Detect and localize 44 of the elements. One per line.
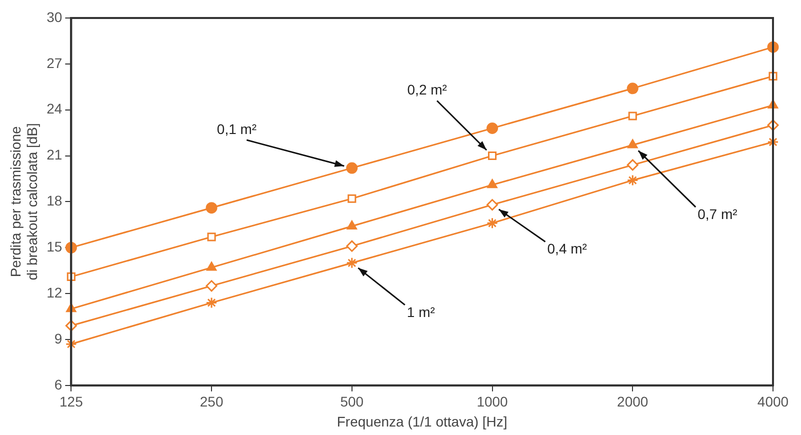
point xyxy=(626,174,638,186)
point xyxy=(767,136,779,148)
point xyxy=(206,280,218,292)
text: 0,7 m² xyxy=(698,206,738,222)
y-tick-label: 6 xyxy=(54,376,62,392)
y-tick-label: 18 xyxy=(46,192,62,209)
y-tick-label: 9 xyxy=(54,330,62,346)
text: 0,2 m² xyxy=(407,82,448,98)
point xyxy=(65,338,77,350)
x-tick-label: 500 xyxy=(340,394,364,410)
point xyxy=(206,262,217,271)
x-tick-label: 125 xyxy=(59,394,84,410)
y-tick-label: 12 xyxy=(46,284,62,300)
x-tick-label: 1000 xyxy=(476,394,508,410)
point xyxy=(206,296,218,308)
x-tick-label: 2000 xyxy=(617,394,648,410)
x-tick-label: 250 xyxy=(200,394,224,410)
text: 1 m² xyxy=(406,304,436,320)
point xyxy=(486,199,498,211)
point xyxy=(206,202,218,214)
point xyxy=(346,257,358,269)
y-tick-label: 15 xyxy=(46,238,62,254)
point xyxy=(626,159,638,171)
point xyxy=(348,194,356,203)
point xyxy=(626,82,638,94)
y-tick-label: 21 xyxy=(46,146,62,163)
point xyxy=(486,122,498,134)
point xyxy=(628,112,637,120)
x-axis-title: Frequenza (1/1 ottava) [Hz] xyxy=(336,413,508,430)
point xyxy=(486,217,498,229)
point xyxy=(346,220,357,230)
x-tick-label: 4000 xyxy=(757,394,789,410)
point xyxy=(346,162,358,174)
point xyxy=(346,240,358,252)
text: 0,1 m² xyxy=(216,120,257,137)
point xyxy=(487,179,498,188)
y-tick-label: 24 xyxy=(46,100,62,117)
point xyxy=(628,139,638,148)
point xyxy=(488,151,497,160)
y-axis-title: Perdita per trasmissione di breakout calcolata [dB] xyxy=(7,123,40,280)
point xyxy=(207,232,216,242)
y-tick-label: 27 xyxy=(46,54,62,71)
y-tick-label: 30 xyxy=(46,8,62,25)
text: 0,4 m² xyxy=(547,240,588,257)
